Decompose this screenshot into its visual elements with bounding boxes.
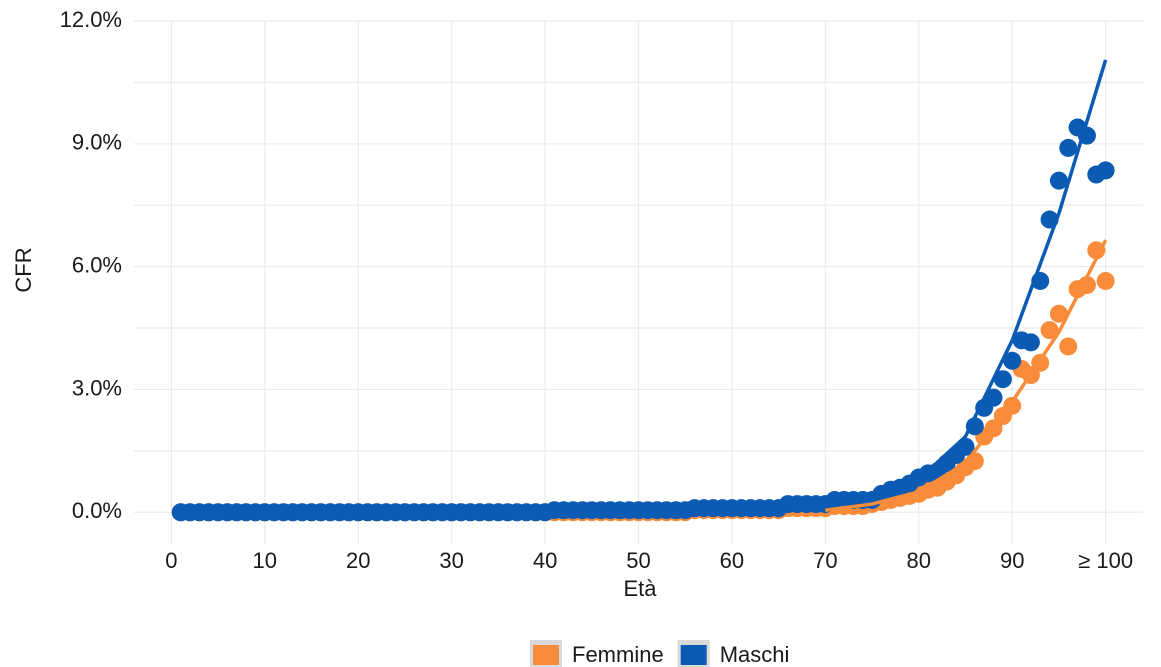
x-tick-label: 60 [720, 548, 744, 573]
trend-line [825, 239, 1108, 512]
series [171, 118, 1115, 522]
x-tick-label: 0 [165, 548, 177, 573]
legend: Femmine Maschi [530, 640, 789, 667]
x-tick-label: 40 [533, 548, 557, 573]
point [1096, 271, 1115, 290]
point [1021, 333, 1040, 352]
y-tick-label: 12.0% [60, 7, 122, 32]
legend-label: Maschi [720, 642, 790, 667]
point [1049, 304, 1068, 323]
y-tick-label: 9.0% [72, 130, 122, 155]
x-axis-label: Età [623, 576, 657, 601]
point [993, 370, 1012, 389]
trend-line [825, 59, 1108, 508]
point [1059, 337, 1078, 356]
point [1059, 138, 1078, 157]
point [965, 417, 984, 436]
point [1096, 161, 1115, 180]
y-tick-label: 3.0% [72, 375, 122, 400]
x-tick-label: 90 [1000, 548, 1024, 573]
point [1049, 171, 1068, 190]
x-tick-label: 70 [813, 548, 837, 573]
x-tick-label: 20 [346, 548, 370, 573]
legend-label: Femmine [572, 642, 664, 667]
y-axis-label: CFR [11, 247, 36, 292]
y-tick-label: 0.0% [72, 498, 122, 523]
x-tick-label: 50 [626, 548, 650, 573]
legend-key [680, 645, 707, 665]
point [1003, 351, 1022, 370]
x-tick-label: 10 [253, 548, 277, 573]
y-tick-label: 6.0% [72, 252, 122, 277]
x-tick-label: 80 [907, 548, 931, 573]
x-tick-label: ≥ 100 [1078, 548, 1133, 573]
point [984, 388, 1003, 407]
series [171, 241, 1115, 522]
legend-key [533, 645, 559, 665]
grid [134, 20, 1143, 545]
point [1040, 321, 1059, 340]
x-tick-label: 30 [439, 548, 463, 573]
